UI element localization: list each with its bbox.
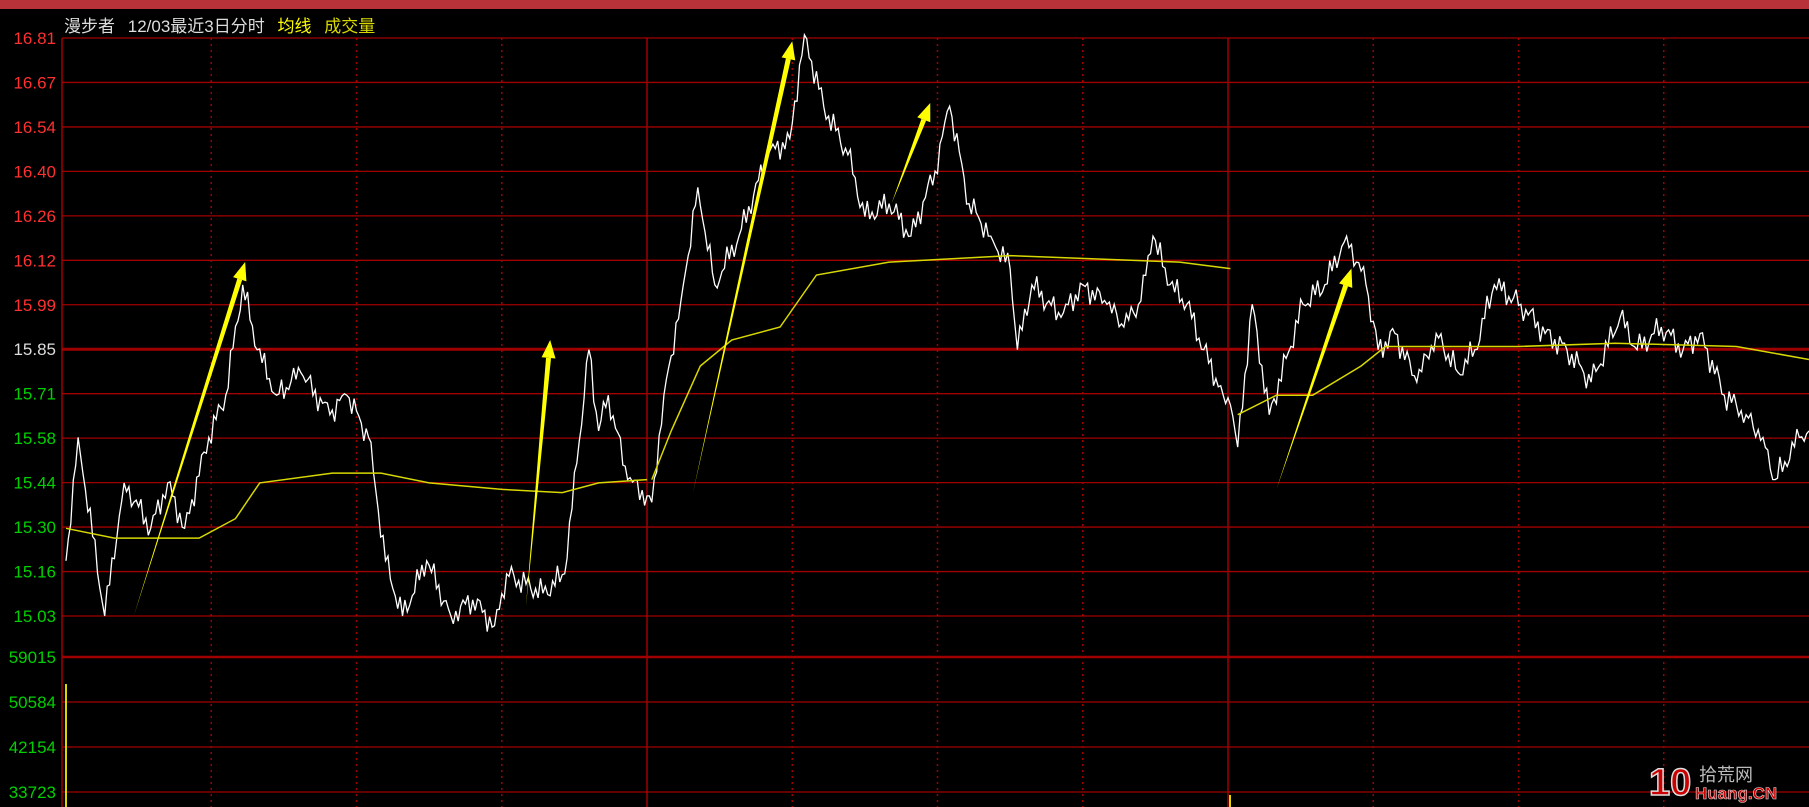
arrow-shaft [133, 278, 243, 616]
volume-tick-label: 50584 [9, 693, 56, 712]
svg-text:Huang.CN: Huang.CN [1695, 784, 1777, 803]
price-tick-label: 16.67 [13, 73, 56, 92]
volume-tick-label: 59015 [9, 648, 56, 667]
chart-header: 漫步者 12/03最近3日分时 均线 成交量 [64, 12, 383, 37]
arrow-head [541, 339, 556, 359]
average-line [1237, 342, 1809, 416]
price-tick-label: 15.44 [13, 474, 56, 493]
arrow-shaft [692, 58, 791, 493]
window-title-bar [0, 0, 1809, 9]
site-logo: 10 拾荒网 Huang.CN [1649, 759, 1799, 803]
avg-line-toggle[interactable]: 均线 [277, 17, 312, 36]
period-label: 12/03最近3日分时 [127, 17, 265, 36]
arrow-shaft [525, 357, 552, 607]
price-tick-label: 16.40 [13, 162, 56, 181]
volume-tick-label: 33723 [9, 783, 56, 802]
average-line [65, 472, 648, 539]
price-tick-label: 16.12 [13, 251, 56, 270]
price-tick-label: 15.99 [13, 296, 56, 315]
price-tick-label: 16.26 [13, 207, 56, 226]
arrow-head [233, 262, 247, 282]
price-tick-label: 15.03 [13, 607, 56, 626]
price-tick-label: 16.81 [13, 29, 56, 48]
price-tick-label: 15.30 [13, 518, 56, 537]
arrow-head [781, 41, 796, 61]
svg-text:拾荒网: 拾荒网 [1699, 765, 1753, 786]
arrow-head [917, 102, 931, 123]
price-tick-label: 15.85 [13, 340, 56, 359]
svg-text:10: 10 [1649, 762, 1691, 803]
arrow-shaft [1276, 284, 1349, 490]
average-line [651, 254, 1231, 480]
price-tick-label: 15.16 [13, 563, 56, 582]
arrow-shaft [891, 118, 927, 204]
volume-toggle[interactable]: 成交量 [324, 17, 376, 36]
price-tick-label: 15.71 [13, 385, 56, 404]
price-line [65, 32, 1809, 632]
arrow-head [1339, 268, 1353, 288]
volume-tick-label: 42154 [9, 738, 56, 757]
price-tick-label: 16.54 [13, 118, 56, 137]
stock-name: 漫步者 [64, 17, 115, 36]
price-tick-label: 15.58 [13, 429, 56, 448]
